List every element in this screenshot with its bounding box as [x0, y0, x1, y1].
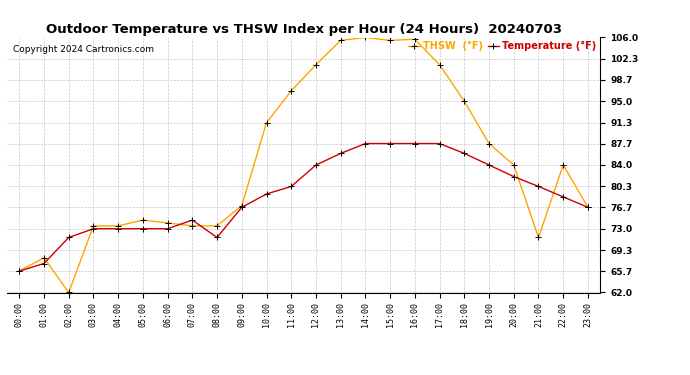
THSW  (°F) — [460, 99, 469, 104]
THSW  (°F) — [362, 35, 370, 40]
THSW  (°F) — [287, 88, 295, 93]
THSW  (°F) — [89, 224, 97, 228]
THSW  (°F) — [213, 224, 221, 228]
Temperature (°F) — [411, 141, 419, 146]
Temperature (°F) — [40, 261, 48, 266]
THSW  (°F) — [435, 63, 444, 67]
Temperature (°F) — [337, 151, 345, 156]
THSW  (°F) — [559, 163, 567, 167]
Temperature (°F) — [435, 141, 444, 146]
Legend: THSW  (°F), Temperature (°F): THSW (°F), Temperature (°F) — [404, 38, 600, 56]
Temperature (°F) — [262, 192, 270, 196]
Temperature (°F) — [164, 226, 172, 231]
Temperature (°F) — [534, 184, 542, 189]
Temperature (°F) — [362, 141, 370, 146]
Temperature (°F) — [213, 235, 221, 240]
Line: THSW  (°F): THSW (°F) — [17, 35, 591, 295]
Temperature (°F) — [65, 235, 73, 240]
THSW  (°F) — [139, 218, 147, 222]
THSW  (°F) — [65, 290, 73, 295]
Temperature (°F) — [460, 151, 469, 156]
Temperature (°F) — [312, 163, 320, 167]
Temperature (°F) — [15, 269, 23, 273]
Temperature (°F) — [89, 226, 97, 231]
Temperature (°F) — [386, 141, 394, 146]
THSW  (°F) — [114, 224, 122, 228]
Temperature (°F) — [188, 218, 197, 222]
Temperature (°F) — [139, 226, 147, 231]
THSW  (°F) — [164, 221, 172, 225]
Temperature (°F) — [584, 205, 592, 210]
THSW  (°F) — [237, 203, 246, 208]
Temperature (°F) — [485, 163, 493, 167]
Temperature (°F) — [114, 226, 122, 231]
THSW  (°F) — [485, 141, 493, 146]
THSW  (°F) — [386, 38, 394, 43]
Title: Outdoor Temperature vs THSW Index per Hour (24 Hours)  20240703: Outdoor Temperature vs THSW Index per Ho… — [46, 23, 562, 36]
Temperature (°F) — [237, 205, 246, 210]
Temperature (°F) — [510, 174, 518, 179]
Line: Temperature (°F): Temperature (°F) — [17, 141, 591, 274]
Temperature (°F) — [559, 195, 567, 199]
THSW  (°F) — [337, 38, 345, 43]
THSW  (°F) — [188, 224, 197, 228]
THSW  (°F) — [15, 269, 23, 273]
THSW  (°F) — [510, 163, 518, 167]
THSW  (°F) — [534, 235, 542, 240]
Temperature (°F) — [287, 184, 295, 189]
THSW  (°F) — [262, 120, 270, 125]
THSW  (°F) — [411, 37, 419, 42]
THSW  (°F) — [40, 255, 48, 260]
Text: Copyright 2024 Cartronics.com: Copyright 2024 Cartronics.com — [13, 45, 154, 54]
THSW  (°F) — [312, 63, 320, 67]
THSW  (°F) — [584, 205, 592, 210]
